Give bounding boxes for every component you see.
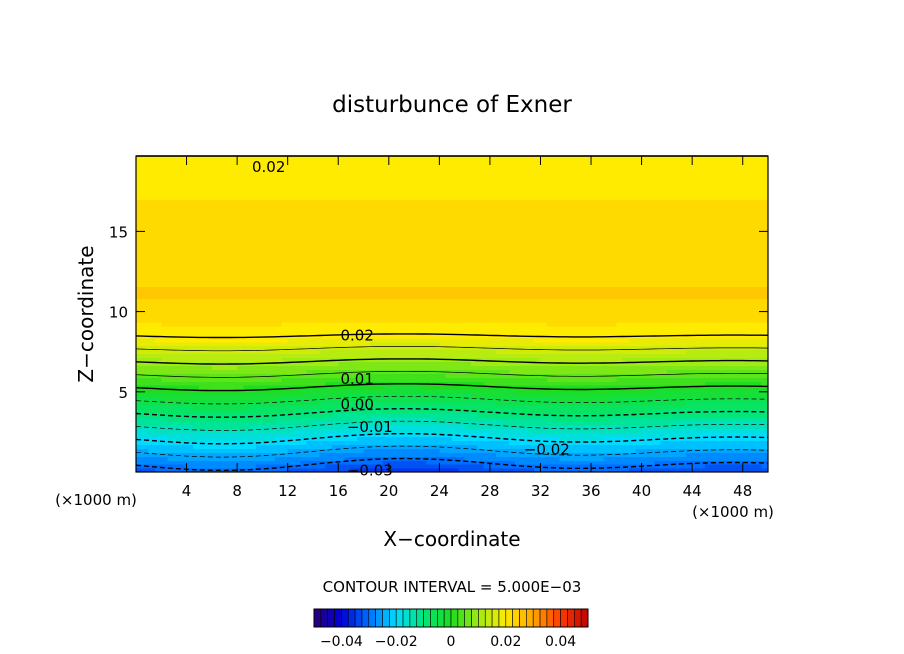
colorbar-cell [491,608,500,628]
contour-label: 0.02 [340,327,373,345]
colorbar-cell [341,608,349,628]
contour-line [135,408,769,418]
chart-title: disturbunce of Exner [332,92,572,118]
colorbar-cell [484,608,493,628]
contour-label: −0.01 [347,418,393,436]
y-axis-label: Z−coordinate [74,245,98,382]
contour-interval-text: CONTOUR INTERVAL = 5.000E−03 [323,578,582,596]
x-tick-label: 36 [581,482,600,500]
colorbar-cell [334,608,342,628]
colorbar-tick-label: 0.04 [545,634,576,650]
colorbar-cell [519,608,527,628]
contour-line [135,445,769,458]
y-tick-label: 15 [109,223,128,241]
colorbar-cell [354,608,363,628]
colorbar-tick-label: 0.02 [490,634,521,650]
colorbar-ticks: −0.04 −0.02 0 0.02 0.04 [320,634,576,650]
y-tick-label: 5 [118,384,128,402]
colorbar-cell [402,608,411,628]
colorbar-cell [395,608,404,628]
y-axis-unit: (×1000 m) [55,491,137,509]
colorbar-cell [382,608,390,628]
colorbar-cell [526,608,534,628]
contour-line [135,346,769,352]
x-tick-label: 8 [232,482,242,500]
x-tick-label: 12 [278,482,297,500]
colorbar-cell [573,608,582,628]
x-tick-label: 40 [632,482,651,500]
colorbar-cell [450,608,459,628]
colorbar-cell [423,608,431,628]
colorbar-cell [457,608,466,628]
contour-line [135,395,769,405]
contour-line [135,433,769,445]
colorbar-cell [313,608,322,628]
x-tick-label: 48 [733,482,752,500]
contour-line [135,383,769,392]
contour-label: −0.03 [347,461,393,479]
contour-line [135,370,769,378]
contour-line [135,333,769,339]
contour-line [135,457,769,472]
colorbar-cell [389,608,397,628]
colorbar-cell [368,608,376,628]
x-axis-label: X−coordinate [383,527,520,551]
contour-plot-area: 0.02 0.02 0.01 0.00 −0.01 −0.02 −0.03 [135,155,769,479]
x-tick-label: 32 [531,482,550,500]
colorbar-cell [498,608,507,628]
colorbar-cell [409,608,418,628]
y-tick-label: 10 [109,304,128,322]
x-axis-unit: (×1000 m) [692,503,774,521]
contour-label: 0.00 [340,396,373,414]
colorbar-cell [532,608,541,628]
x-tick-label: 4 [182,482,192,500]
contour-label: 0.01 [340,370,373,388]
colorbar-cell [375,608,383,628]
colorbar-cell [430,608,438,628]
colorbar-cell [553,608,561,628]
x-tick-label: 20 [379,482,398,500]
colorbar-cell [505,608,513,628]
colorbar-tick-label: −0.02 [375,634,418,650]
contour-line [135,420,769,431]
contour-line [135,358,769,365]
colorbar-cell [464,608,472,628]
x-tick-label: 16 [329,482,348,500]
colorbar-cell [560,608,568,628]
plot-frame [135,155,769,473]
contour-label: 0.02 [252,158,285,176]
colorbar-cell [580,608,589,628]
x-tick-label: 24 [430,482,449,500]
colorbar-cell [416,608,424,628]
colorbar-cell [327,608,335,628]
colorbar-cell [436,608,445,628]
colorbar-tick-label: 0 [447,634,456,650]
colorbar-cell [478,608,486,628]
colorbar-cell [320,608,329,628]
colorbar-cell [347,608,356,628]
colorbar-cell [471,608,479,628]
colorbar-cell [567,608,575,628]
colorbar-tick-label: −0.04 [320,634,363,650]
colorbar-cell [539,608,548,628]
colorbar-cell [361,608,370,628]
colorbar-frame [313,608,589,628]
contour-label: −0.02 [524,441,570,459]
colorbar [313,608,589,628]
x-axis-ticks: 4 8 12 16 20 24 28 32 36 40 44 48 [182,156,752,500]
colorbar-cell [512,608,520,628]
colorbar-cell [546,608,555,628]
colorbar-cell [443,608,452,628]
y-axis-ticks: 5 10 15 [109,223,768,402]
x-tick-label: 28 [480,482,499,500]
x-tick-label: 44 [683,482,702,500]
